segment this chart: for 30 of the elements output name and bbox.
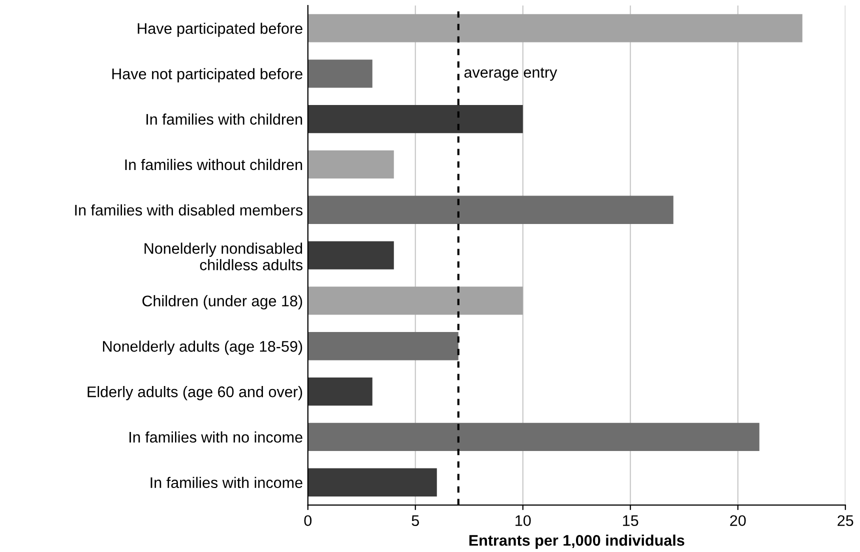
- y-tick-label: Have not participated before: [112, 68, 302, 82]
- bar: [308, 377, 372, 406]
- y-tick-label: Have participated before: [138, 22, 302, 37]
- bar: [308, 241, 394, 270]
- bar: [308, 422, 760, 452]
- bar: [308, 104, 523, 134]
- ref-line-label: average entry: [464, 68, 558, 81]
- bar: [308, 196, 674, 224]
- y-tick-label: Nonelderly adults (age 18-59): [103, 340, 302, 355]
- y-tick-label: In families with no income: [130, 431, 302, 443]
- x-tick-label: 10: [516, 515, 531, 526]
- y-tick-label: In families with disabled members: [75, 204, 302, 216]
- y-tick-label: In families with income: [150, 476, 302, 488]
- y-tick-label: Children (under age 18): [142, 295, 302, 310]
- y-tick-label: Nonelderly nondisabled childless adults: [144, 242, 302, 270]
- bar: [308, 468, 437, 496]
- x-tick-label: 20: [730, 515, 746, 526]
- bar: [308, 286, 523, 315]
- x-tick-label: 25: [838, 515, 854, 526]
- x-tick-label: 15: [623, 515, 638, 526]
- bar: [308, 150, 394, 179]
- bar: [308, 60, 372, 88]
- x-tick-label: 0: [304, 515, 312, 526]
- y-tick-label: Elderly adults (age 60 and over): [88, 386, 302, 400]
- bar: [308, 332, 458, 360]
- x-axis-title: Entrants per 1,000 individuals: [469, 534, 684, 549]
- bar: [308, 14, 802, 42]
- y-tick-label: In families with children: [146, 114, 302, 125]
- y-tick-label: In families without children: [125, 158, 302, 170]
- x-tick-label: 5: [412, 515, 419, 526]
